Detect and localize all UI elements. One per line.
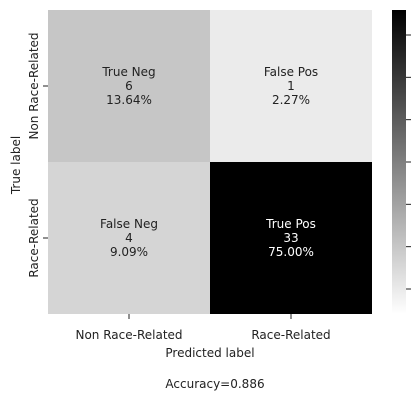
cell-label: False Neg [100, 217, 158, 231]
x-tick-label: Race-Related [251, 328, 330, 342]
y-tick-label: Race-Related [27, 198, 41, 277]
heatmap-cell [210, 162, 372, 314]
x-tick-label: Non Race-Related [75, 328, 182, 342]
chart-axes: Non Race-Related Race-Related Non Race-Rel… [27, 32, 331, 342]
heatmap-cell [48, 10, 210, 162]
cell-label: 2.27% [272, 93, 310, 107]
heatmap-cells [48, 10, 372, 314]
y-axis-label: True label [9, 136, 23, 195]
cell-label: 9.09% [110, 245, 148, 259]
cell-label: True Neg [101, 65, 155, 79]
cell-label: 1 [287, 79, 295, 93]
heatmap-cell [210, 10, 372, 162]
cell-label: True Pos [265, 217, 316, 231]
cell-label: 33 [283, 231, 298, 245]
accuracy-footer: Accuracy=0.886 [165, 377, 264, 391]
cell-label: 6 [125, 79, 133, 93]
cell-label: 13.64% [106, 93, 152, 107]
x-axis-label: Predicted label [165, 346, 254, 360]
colorbar [392, 10, 411, 314]
cell-label: 4 [125, 231, 133, 245]
cell-label: False Pos [264, 65, 318, 79]
cell-label: 75.00% [268, 245, 314, 259]
y-tick-label: Non Race-Related [27, 32, 41, 139]
colorbar-gradient [392, 10, 406, 314]
heatmap-cell [48, 162, 210, 314]
